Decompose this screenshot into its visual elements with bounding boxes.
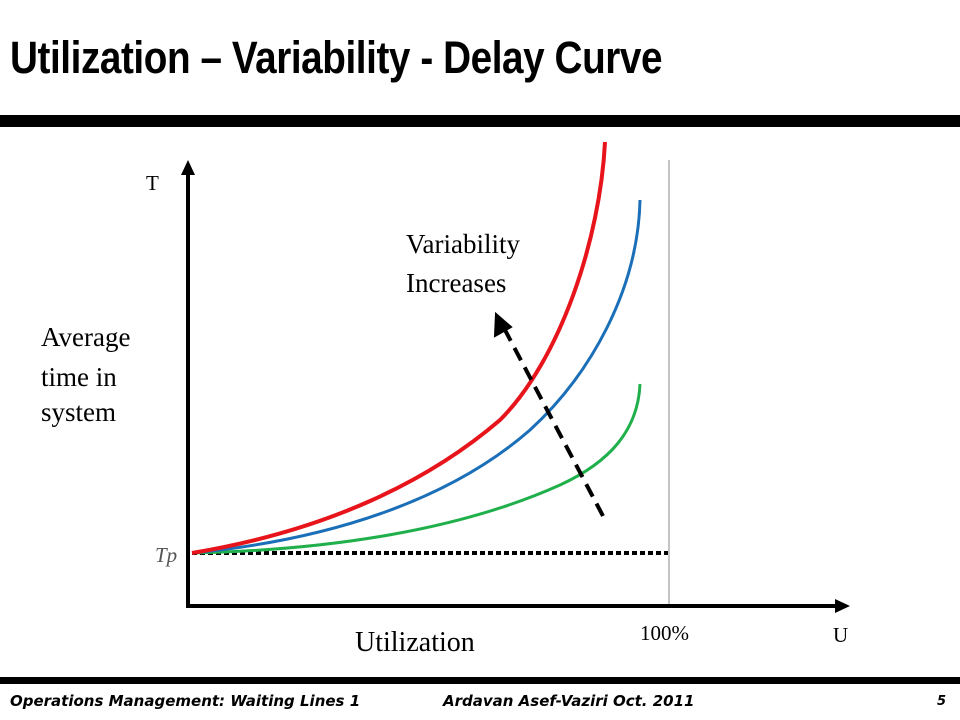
hundred-percent-label: 100% [640, 621, 689, 645]
footer-course: Operations Management: Waiting Lines 1 [10, 692, 361, 710]
y-axis-label: T [146, 171, 159, 195]
arrow-label-line-1: Variability [406, 229, 520, 259]
page-number: 5 [936, 694, 946, 709]
curve-high-variability [191, 141, 607, 555]
tp-label: Tp [155, 543, 177, 567]
variability-arrow [503, 329, 605, 517]
title-divider [0, 115, 960, 127]
arrow-label-line-2: Increases [406, 268, 506, 298]
curve-medium-variability [191, 199, 642, 555]
x-axis-label: U [833, 623, 848, 647]
slide-title: Utilization – Variability - Delay Curve [10, 32, 663, 83]
y-title-line-1: Average [41, 322, 130, 352]
footer-divider [0, 677, 960, 684]
variability-arrowhead [493, 311, 513, 338]
curve-low-variability [191, 383, 642, 555]
footer-author-date: Ardavan Asef-Vaziri Oct. 2011 [443, 692, 695, 710]
x-axis-arrowhead [835, 599, 850, 613]
y-title-line-3: system [41, 397, 116, 427]
y-title-line-2: time in [41, 362, 117, 392]
y-axis-arrowhead [181, 160, 195, 175]
x-title: Utilization [355, 627, 475, 658]
